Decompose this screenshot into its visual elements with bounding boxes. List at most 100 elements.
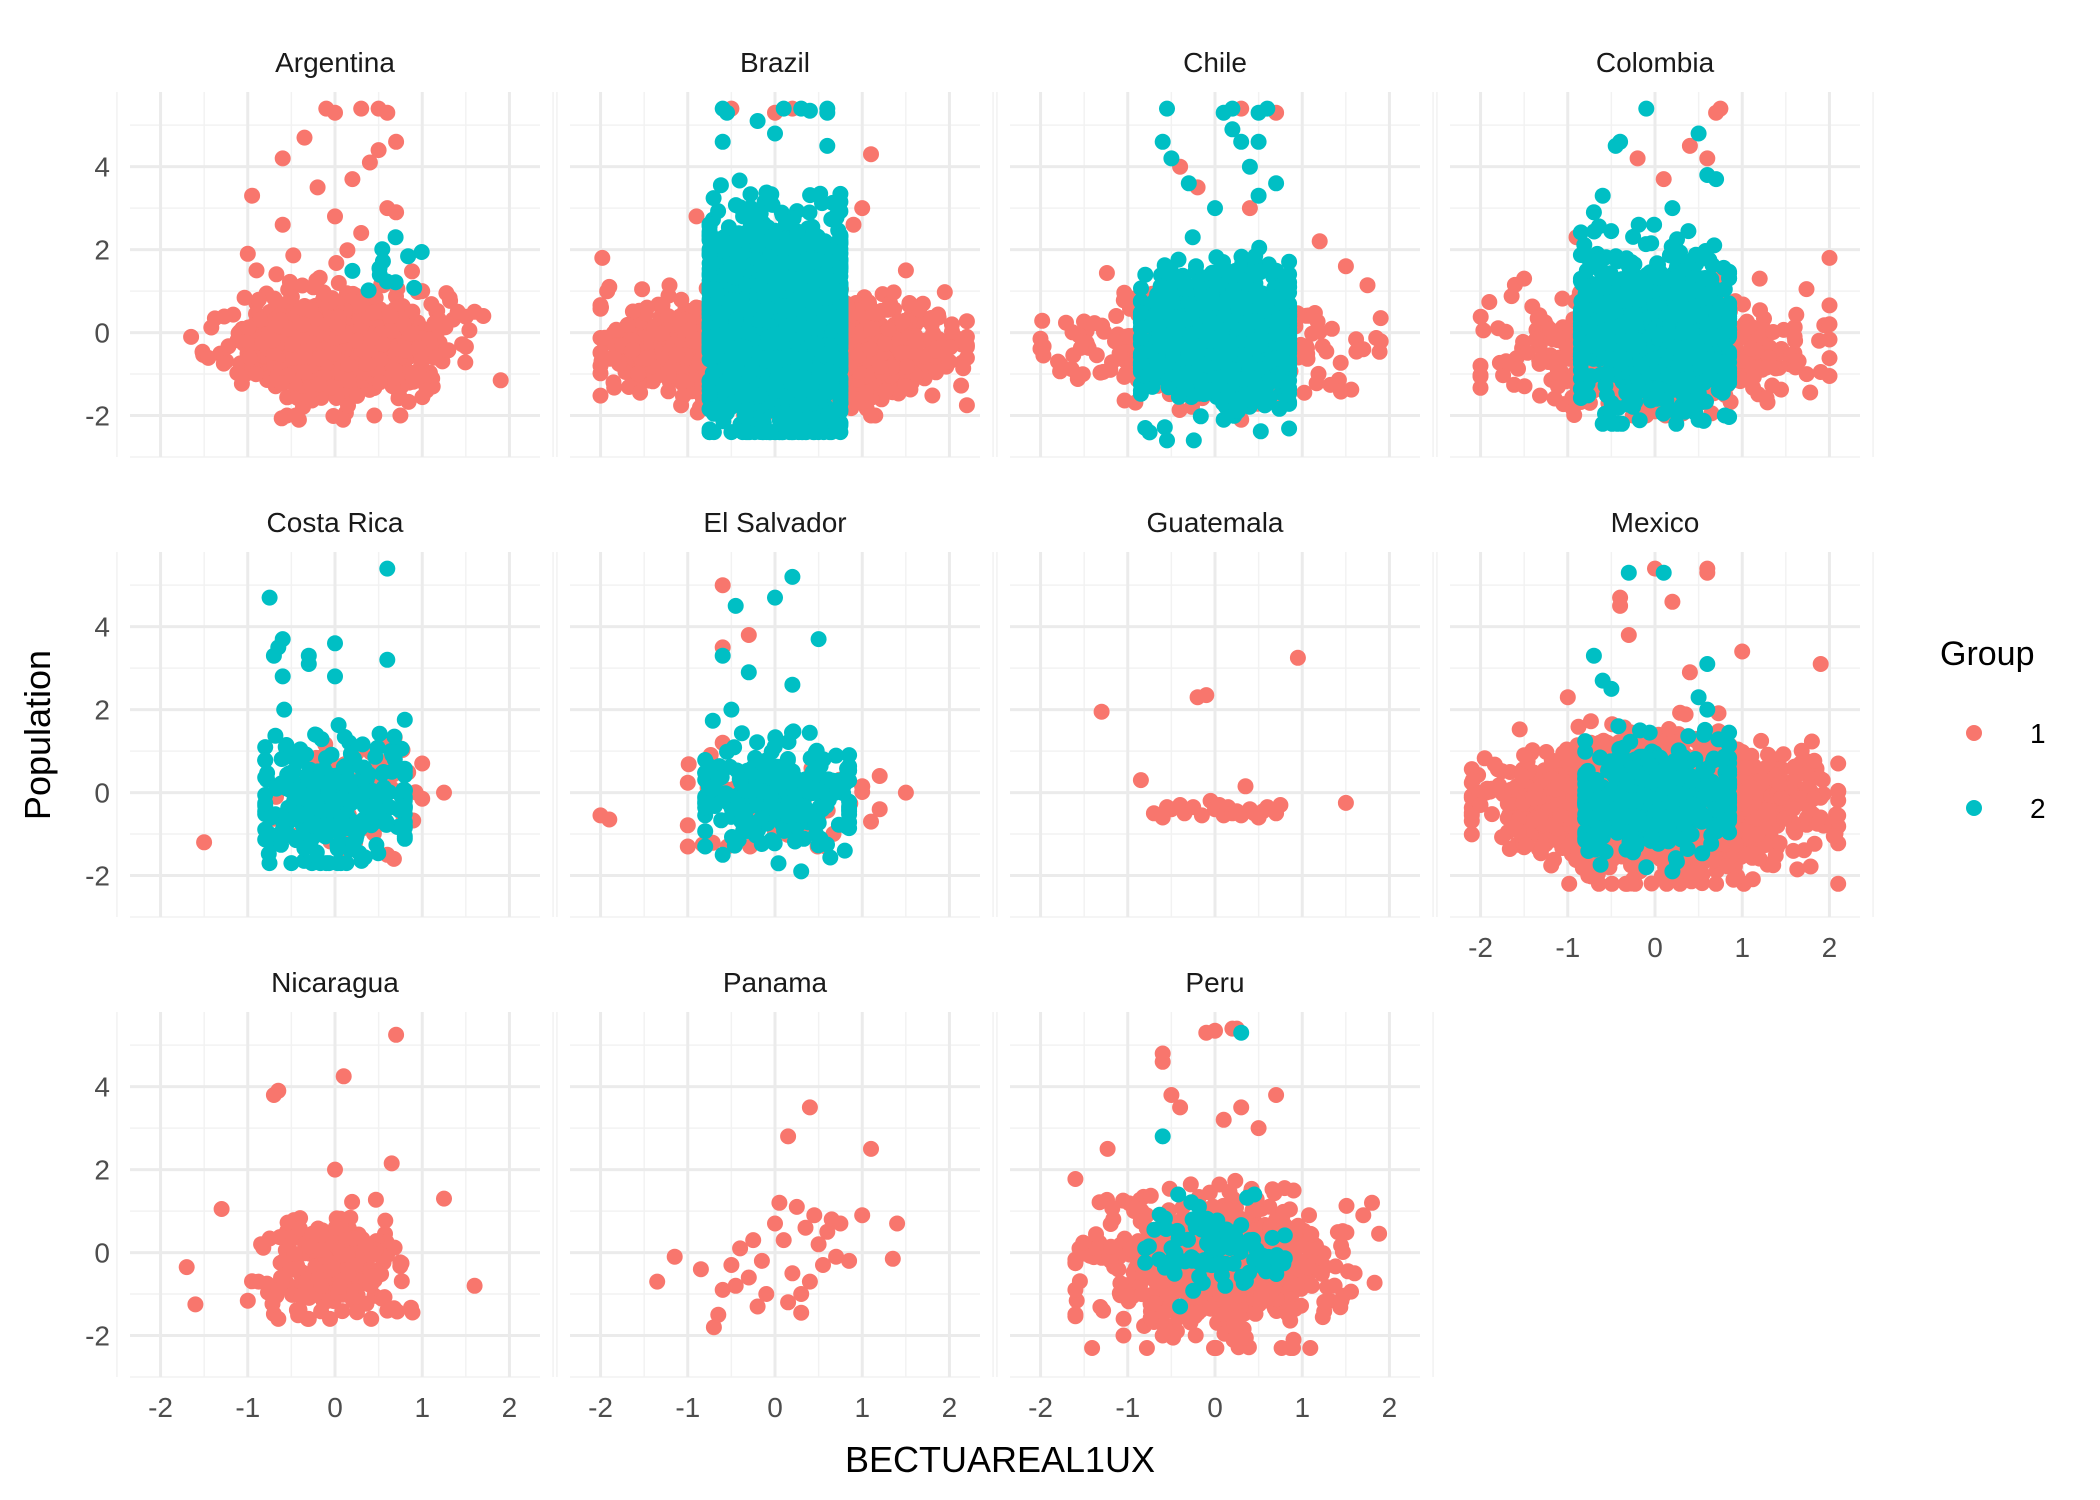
data-point <box>958 313 975 330</box>
data-point <box>440 342 457 359</box>
x-tick-label: -2 <box>588 1392 613 1423</box>
data-point <box>330 275 347 291</box>
x-tick-label: 2 <box>942 1392 958 1423</box>
data-point <box>386 362 403 379</box>
data-point <box>596 329 613 346</box>
data-point <box>294 299 311 316</box>
facet-title: Chile <box>1183 47 1247 78</box>
data-point <box>404 303 421 320</box>
x-tick-label: -2 <box>1028 1392 1053 1423</box>
data-point <box>365 304 382 321</box>
y-tick-label: 2 <box>94 1155 110 1186</box>
data-point <box>344 171 361 188</box>
data-point <box>624 341 641 358</box>
data-point <box>362 330 379 347</box>
facet-guatemala: Guatemala <box>996 507 1434 918</box>
x-tick-label: 1 <box>1734 932 1750 963</box>
data-point <box>907 333 924 350</box>
data-point <box>958 397 975 414</box>
y-tick-label: -2 <box>85 1321 110 1352</box>
data-point <box>268 266 285 283</box>
data-point <box>592 300 609 317</box>
y-tick-label: 0 <box>94 778 110 809</box>
data-point <box>294 316 311 333</box>
data-point <box>361 154 378 171</box>
x-tick-label: 2 <box>1382 1392 1398 1423</box>
facet-title: Nicaragua <box>271 967 399 998</box>
data-point <box>638 350 655 367</box>
data-point <box>215 355 232 372</box>
data-point <box>335 411 352 428</box>
facet-panama: Panama-2 -1 0 1 2 <box>556 967 994 1423</box>
data-point <box>880 321 897 338</box>
data-point <box>353 100 370 117</box>
data-point <box>426 315 443 332</box>
data-point <box>606 379 623 396</box>
data-point <box>944 323 960 340</box>
data-point <box>876 335 893 352</box>
data-point <box>283 288 300 305</box>
data-points <box>178 100 1847 1356</box>
data-point <box>863 146 879 163</box>
data-point <box>387 274 404 291</box>
data-point <box>371 374 388 391</box>
data-point <box>311 350 328 367</box>
data-point <box>248 262 265 279</box>
data-point <box>953 377 970 394</box>
data-point <box>328 255 345 271</box>
data-point <box>930 309 947 326</box>
y-tick-label: -2 <box>85 861 110 892</box>
data-point <box>404 263 420 280</box>
series-group-1 <box>183 100 509 428</box>
x-tick-label: 0 <box>1647 932 1663 963</box>
x-tick-label: 0 <box>767 1392 783 1423</box>
data-point <box>924 387 941 404</box>
data-point <box>339 242 356 259</box>
data-point <box>601 278 618 295</box>
data-point <box>862 341 879 357</box>
data-point <box>285 247 302 264</box>
facet-title: Panama <box>723 967 828 998</box>
data-point <box>297 343 313 360</box>
data-point <box>879 301 896 318</box>
y-tick-label: 2 <box>94 695 110 726</box>
data-point <box>941 353 958 370</box>
data-point <box>340 356 357 373</box>
data-point <box>461 322 478 339</box>
data-point <box>438 285 455 302</box>
data-point <box>885 284 902 301</box>
data-point <box>236 289 253 306</box>
data-point <box>390 390 407 407</box>
data-point <box>200 349 217 366</box>
data-point <box>360 282 377 299</box>
data-point <box>413 244 430 260</box>
data-point <box>413 352 430 369</box>
facet-title: Colombia <box>1596 47 1715 78</box>
data-point <box>418 382 435 399</box>
x-tick-label: -1 <box>1115 1392 1140 1423</box>
x-tick-label: 2 <box>1822 932 1838 963</box>
facet-points-argentina <box>183 100 509 428</box>
data-point <box>402 325 419 342</box>
data-point <box>309 179 326 196</box>
facet-title: Brazil <box>740 47 810 78</box>
data-point <box>344 262 361 279</box>
data-point <box>387 229 404 246</box>
data-point <box>183 328 200 345</box>
data-point <box>285 349 302 366</box>
y-tick-label: 4 <box>94 152 110 183</box>
data-point <box>592 387 609 404</box>
data-point <box>216 308 233 325</box>
data-point <box>594 249 611 266</box>
data-point <box>242 350 259 367</box>
facet-el-salvador: El Salvador <box>556 507 994 918</box>
x-tick-label: -2 <box>1468 932 1493 963</box>
facet-title: Guatemala <box>1147 507 1284 538</box>
data-point <box>632 384 649 401</box>
facet-title: Mexico <box>1611 507 1700 538</box>
data-point <box>400 248 417 265</box>
data-point <box>619 316 636 333</box>
x-tick-label: -1 <box>675 1392 700 1423</box>
